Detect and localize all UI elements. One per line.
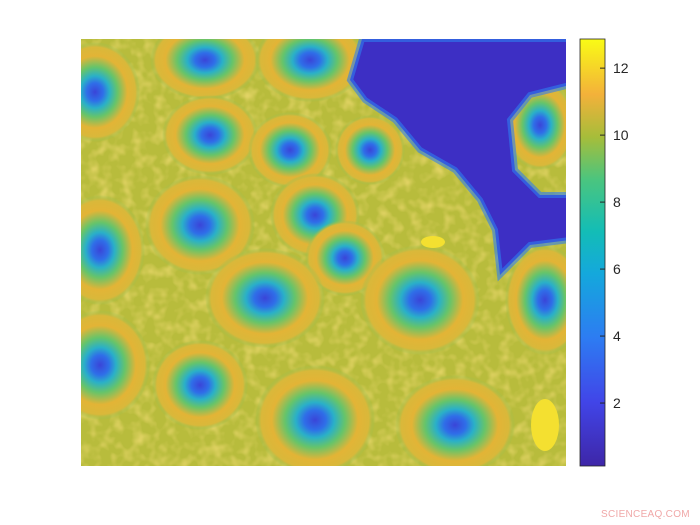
high-value-spot (421, 236, 445, 248)
cell-blob (205, 248, 325, 348)
cell-blob (255, 365, 375, 466)
colorbar-tick-label: 4 (613, 328, 621, 344)
cell-blob (145, 175, 255, 275)
colorbar (579, 38, 606, 467)
cell-blob (162, 95, 258, 175)
colorbar-tick-label: 6 (613, 261, 621, 277)
cell-blob (81, 195, 145, 305)
cell-blob (81, 42, 140, 142)
colorbar-tick-label: 12 (613, 60, 629, 76)
watermark: SCIENCEAQ.COM (601, 509, 690, 520)
cell-blob (305, 220, 385, 296)
low-value-region (346, 39, 566, 282)
high-value-spot (531, 399, 559, 451)
colorbar-tick-label: 8 (613, 194, 621, 210)
cell-blob (360, 245, 480, 355)
cell-blob (150, 39, 260, 100)
cell-blob (248, 112, 332, 188)
cell-blob (395, 375, 515, 466)
cell-blob (335, 115, 405, 185)
cell-blob (255, 39, 365, 102)
colorbar-ticks: 2 4 6 8 10 12 (600, 60, 629, 411)
colorbar-tick-label: 2 (613, 395, 621, 411)
cell-blob (505, 245, 566, 355)
colorbar-tick-label: 10 (613, 127, 629, 143)
cell-blob (81, 310, 150, 420)
heatmap-image (81, 39, 566, 466)
cell-blob (152, 340, 248, 430)
